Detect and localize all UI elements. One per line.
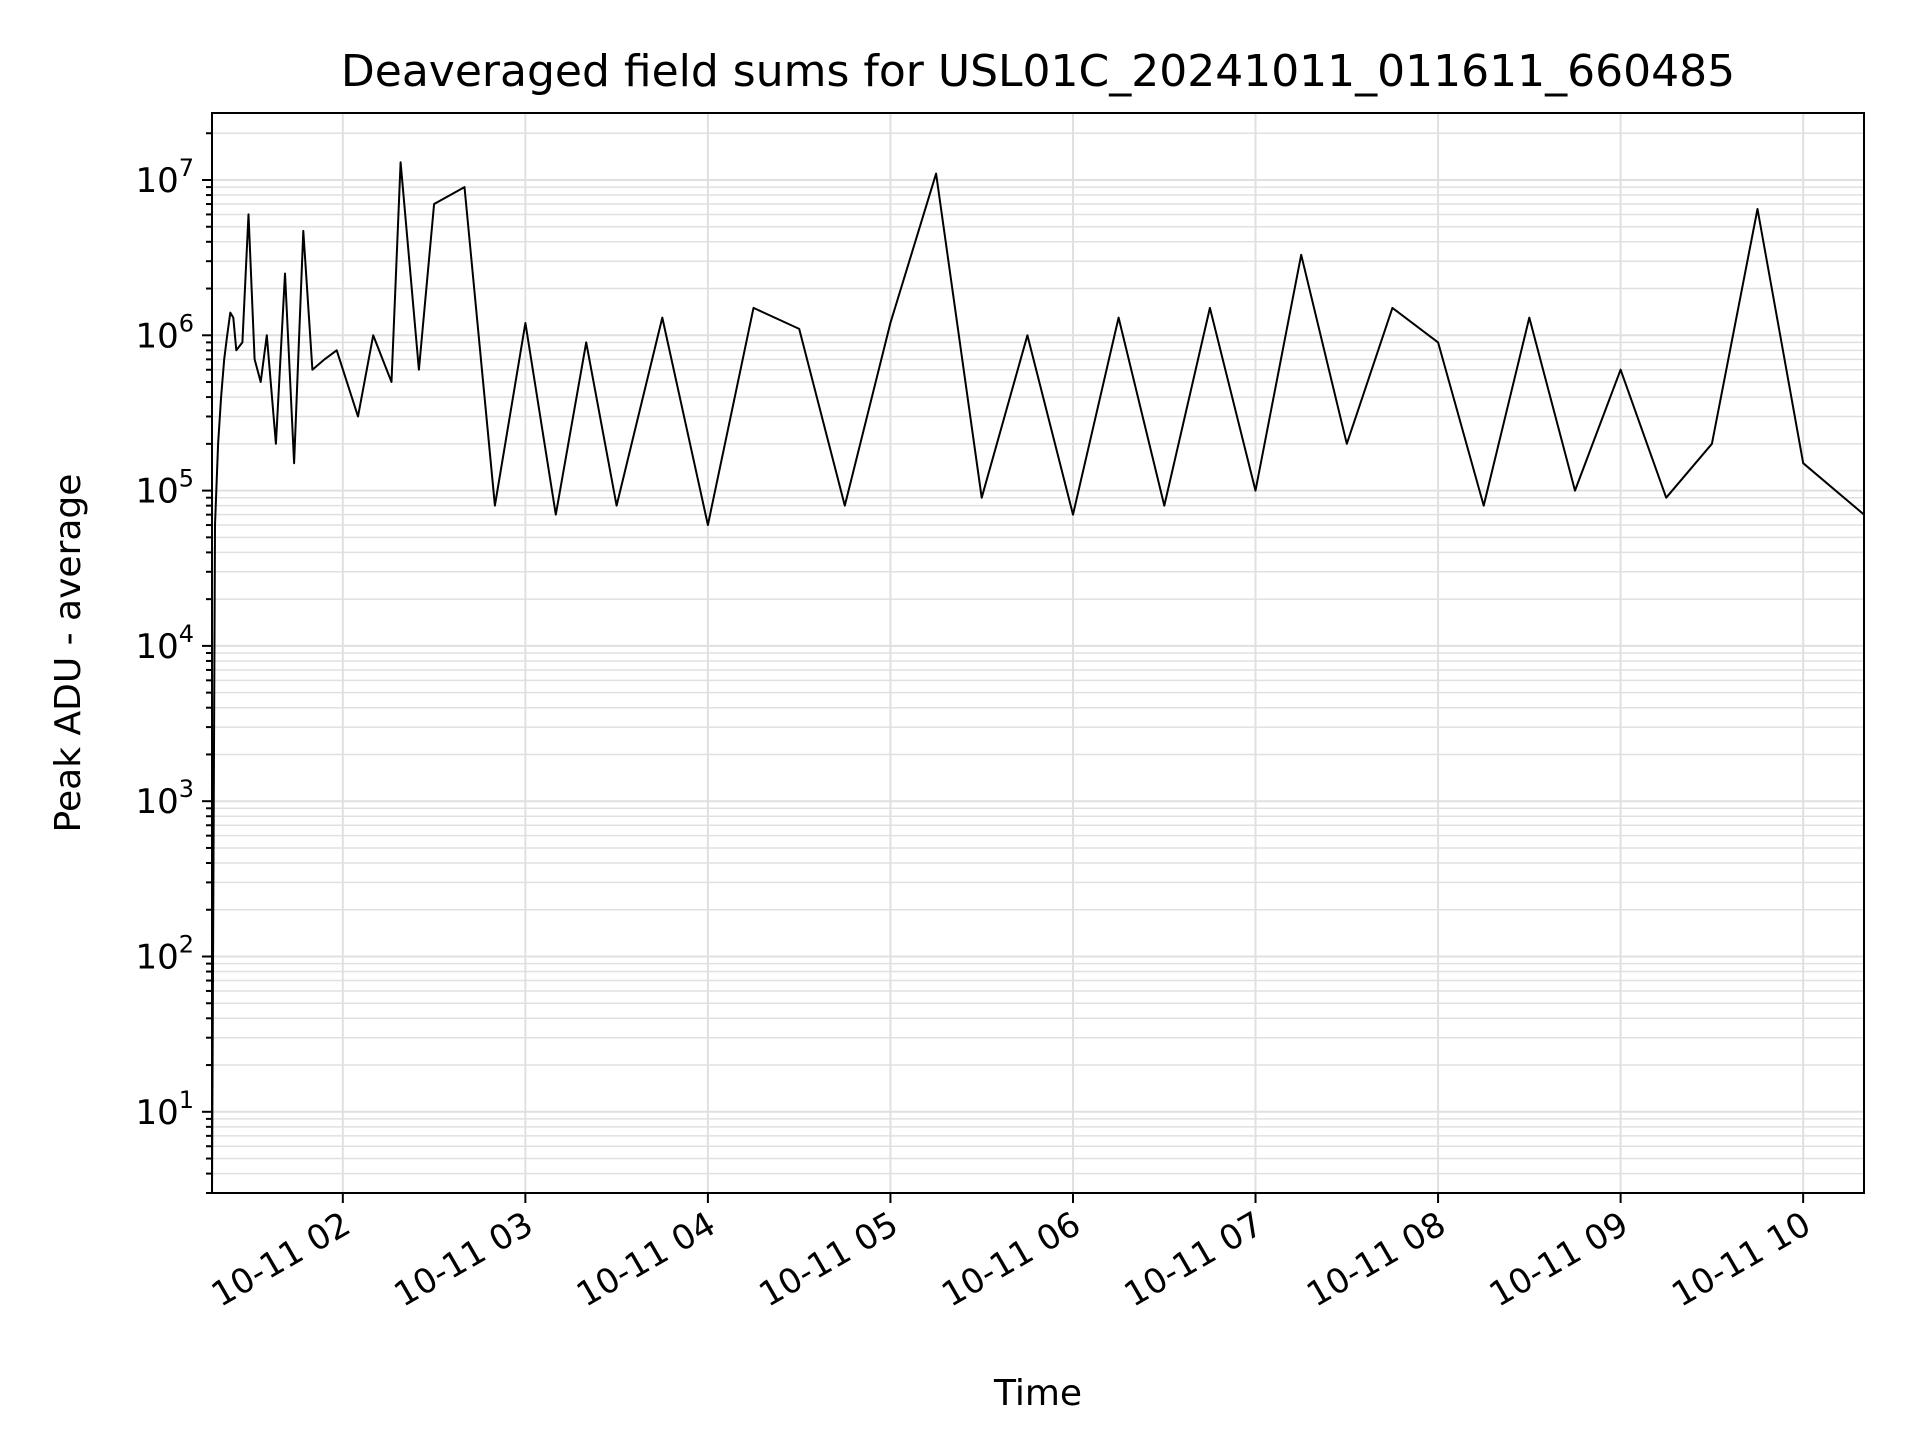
y-tick-label: 102 xyxy=(135,930,194,977)
y-tick-label: 101 xyxy=(135,1086,194,1133)
x-tick-label: 10-11 10 xyxy=(1665,1204,1817,1315)
ticks: 101 102 103 104 105 106 107 10-11 02 10-11 03 10-… xyxy=(135,132,1818,1315)
x-tick-label: 10-11 05 xyxy=(753,1204,905,1315)
series-line xyxy=(211,161,1865,1194)
y-tick-label: 103 xyxy=(135,775,194,822)
x-tick-label: 10-11 08 xyxy=(1300,1204,1452,1315)
y-tick-label: 106 xyxy=(135,309,194,356)
x-tick-label: 10-11 02 xyxy=(205,1204,357,1315)
x-axis-label: Time xyxy=(993,1373,1082,1414)
x-tick-label: 10-11 04 xyxy=(570,1204,722,1315)
y-tick-label: 107 xyxy=(135,154,194,201)
y-axis-label: Peak ADU - average xyxy=(48,474,89,833)
x-tick-label: 10-11 06 xyxy=(935,1204,1087,1315)
x-tick-label: 10-11 09 xyxy=(1483,1204,1635,1315)
series-line-layer xyxy=(211,161,1865,1194)
y-tick-label: 105 xyxy=(135,465,194,512)
grid xyxy=(212,113,1864,1194)
x-tick-label: 10-11 03 xyxy=(387,1204,539,1315)
x-tick-label: 10-11 07 xyxy=(1118,1204,1270,1315)
chart-title: Deaveraged field sums for USL01C_2024101… xyxy=(341,46,1735,97)
y-tick-label: 104 xyxy=(135,620,194,667)
